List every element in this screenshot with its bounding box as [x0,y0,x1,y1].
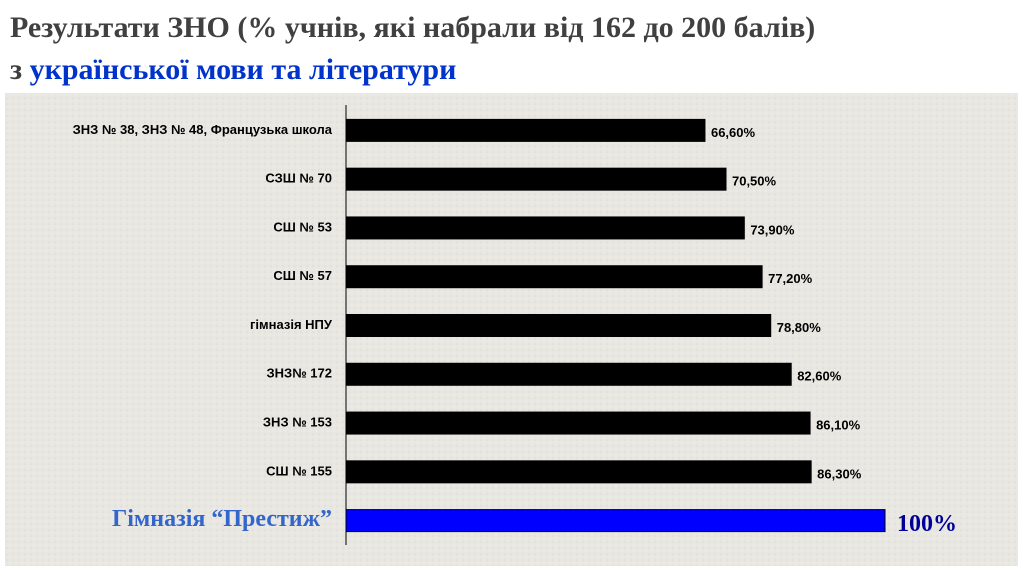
value-label: 86,30% [817,466,862,481]
bar [345,362,792,386]
category-label: ЗНЗ№ 172 [267,366,332,381]
category-label: ЗНЗ № 38, ЗНЗ № 48, Французька школа [73,122,333,137]
category-label: СЗШ № 70 [265,171,332,186]
bar [345,314,772,337]
bar [345,216,745,240]
category-label: Гімназія “Престиж” [112,506,332,532]
value-label: 73,90% [750,222,795,237]
category-label: гімназія НПУ [250,317,333,332]
subtitle-prefix: з [10,53,22,86]
category-label: СШ № 155 [266,463,332,478]
value-label: 82,60% [797,369,842,384]
bar [345,509,886,533]
bar [345,265,763,289]
bar [345,167,727,191]
bar [345,411,811,435]
bar [345,460,812,484]
chart-subtitle: з української мови та літератури [10,53,456,86]
category-label: СШ № 57 [273,268,332,283]
bar [345,118,706,142]
value-label: 100% [897,511,957,537]
value-label: 86,10% [816,417,861,432]
value-label: 78,80% [777,320,822,335]
category-label: ЗНЗ № 153 [263,414,332,429]
category-label: СШ № 53 [273,219,332,234]
chart-title: Результати ЗНО (% учнів, які набрали від… [10,11,815,44]
value-label: 70,50% [732,174,777,189]
value-label: 66,60% [711,125,756,140]
subtitle-text: української мови та літератури [30,53,457,86]
value-label: 77,20% [768,271,813,286]
